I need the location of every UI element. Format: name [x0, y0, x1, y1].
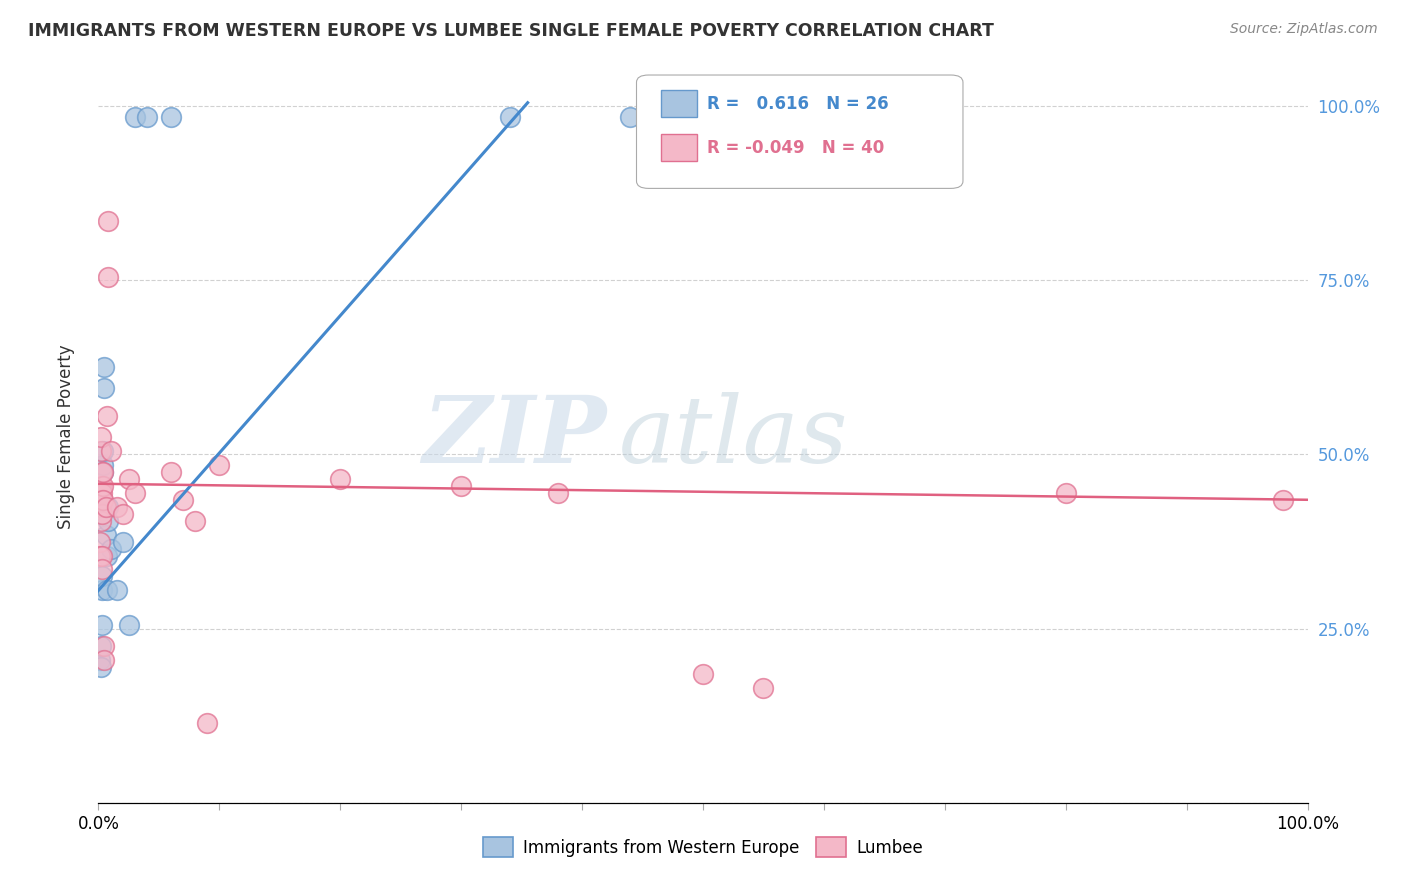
- Point: [547, 485, 569, 500]
- Point: [91, 465, 114, 479]
- Point: [111, 507, 134, 521]
- Point: [97, 514, 120, 528]
- Point: [90, 430, 112, 444]
- Point: [124, 110, 146, 124]
- Point: [91, 549, 114, 563]
- Point: [619, 110, 641, 124]
- Point: [94, 500, 117, 514]
- Point: [90, 500, 112, 514]
- Point: [498, 110, 520, 124]
- Point: [329, 472, 352, 486]
- FancyBboxPatch shape: [661, 90, 697, 118]
- Point: [89, 492, 111, 507]
- Y-axis label: Single Female Poverty: Single Female Poverty: [56, 345, 75, 529]
- Point: [93, 653, 115, 667]
- Point: [97, 214, 120, 228]
- Point: [90, 639, 112, 653]
- Point: [93, 381, 115, 395]
- Point: [91, 569, 114, 583]
- Text: R = -0.049   N = 40: R = -0.049 N = 40: [707, 139, 884, 157]
- Point: [91, 458, 114, 472]
- Point: [91, 507, 114, 521]
- Point: [89, 653, 111, 667]
- Point: [91, 465, 114, 479]
- Text: atlas: atlas: [619, 392, 848, 482]
- Point: [97, 269, 120, 284]
- Point: [118, 472, 141, 486]
- Point: [450, 479, 472, 493]
- Point: [91, 583, 114, 598]
- Point: [208, 458, 231, 472]
- Point: [91, 444, 114, 458]
- Point: [195, 715, 218, 730]
- Point: [1054, 485, 1077, 500]
- Point: [93, 360, 115, 375]
- Point: [124, 485, 146, 500]
- Text: ZIP: ZIP: [422, 392, 606, 482]
- Point: [160, 110, 183, 124]
- Point: [90, 479, 112, 493]
- Point: [692, 667, 714, 681]
- Point: [1272, 492, 1295, 507]
- Point: [184, 514, 207, 528]
- Point: [100, 541, 122, 556]
- Text: R =   0.616   N = 26: R = 0.616 N = 26: [707, 95, 889, 113]
- Point: [97, 500, 120, 514]
- Point: [100, 444, 122, 458]
- Point: [91, 465, 114, 479]
- Point: [105, 583, 128, 598]
- Point: [90, 444, 112, 458]
- Point: [90, 660, 112, 674]
- Point: [135, 110, 157, 124]
- Point: [96, 409, 118, 424]
- Point: [160, 465, 183, 479]
- Point: [94, 500, 117, 514]
- Point: [89, 534, 111, 549]
- Point: [111, 534, 134, 549]
- Text: IMMIGRANTS FROM WESTERN EUROPE VS LUMBEE SINGLE FEMALE POVERTY CORRELATION CHART: IMMIGRANTS FROM WESTERN EUROPE VS LUMBEE…: [28, 22, 994, 40]
- Legend: Immigrants from Western Europe, Lumbee: Immigrants from Western Europe, Lumbee: [477, 830, 929, 864]
- Point: [118, 618, 141, 632]
- Point: [105, 500, 128, 514]
- Point: [172, 492, 194, 507]
- Text: Source: ZipAtlas.com: Source: ZipAtlas.com: [1230, 22, 1378, 37]
- Point: [94, 527, 117, 541]
- Point: [91, 492, 114, 507]
- Point: [91, 562, 114, 576]
- FancyBboxPatch shape: [661, 134, 697, 161]
- Point: [91, 618, 114, 632]
- Point: [91, 479, 114, 493]
- Point: [91, 485, 114, 500]
- FancyBboxPatch shape: [637, 75, 963, 188]
- Point: [91, 492, 114, 507]
- Point: [96, 583, 118, 598]
- Point: [96, 549, 118, 563]
- Point: [752, 681, 775, 695]
- Point: [90, 514, 112, 528]
- Point: [89, 549, 111, 563]
- Point: [93, 639, 115, 653]
